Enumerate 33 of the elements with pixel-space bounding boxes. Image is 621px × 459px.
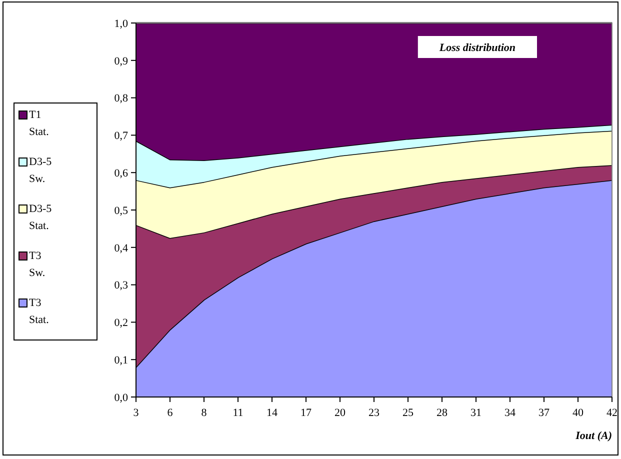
x-tick-label: 23	[368, 407, 380, 419]
y-tick-label: 0,6	[114, 167, 128, 180]
x-tick-label: 3	[133, 407, 140, 419]
y-tick-label: 0,7	[114, 130, 128, 142]
legend-label: T1 Stat.	[29, 109, 50, 138]
legend-label: D3-5 Stat.	[29, 203, 52, 232]
x-tick-label: 6	[167, 407, 174, 419]
y-tick-label: 1,0	[114, 18, 128, 30]
x-tick-label: 40	[572, 407, 584, 419]
x-tick-label: 34	[504, 407, 516, 419]
legend-label: D3-5 Sw.	[29, 156, 52, 185]
x-tick-label: 37	[538, 407, 550, 419]
y-tick-label: 0,2	[114, 317, 128, 330]
legend-label: T3 Stat.	[29, 297, 50, 326]
x-tick-label: 20	[334, 407, 346, 419]
x-tick-label: 28	[436, 407, 448, 419]
y-tick-label: 0,5	[114, 204, 128, 217]
y-tick-label: 0,1	[114, 354, 128, 366]
x-tick-label: 25	[402, 407, 414, 419]
x-tick-label: 14	[266, 407, 278, 419]
annotation: Loss distribution	[438, 42, 516, 54]
y-tick-label: 0,0	[114, 392, 128, 404]
y-tick-label: 0,3	[114, 280, 128, 292]
x-axis-title: Iout (A)	[574, 430, 612, 442]
y-tick-label: 0,8	[114, 92, 128, 105]
legend-label: T3 Sw.	[29, 250, 46, 279]
x-tick-label: 8	[201, 407, 208, 419]
y-tick-label: 0,4	[114, 242, 128, 254]
x-tick-label: 42	[606, 407, 618, 419]
y-tick-label: 0,9	[114, 55, 128, 68]
x-tick-label: 31	[470, 407, 482, 419]
x-tick-label: 11	[232, 407, 244, 419]
x-tick-label: 17	[300, 407, 312, 419]
